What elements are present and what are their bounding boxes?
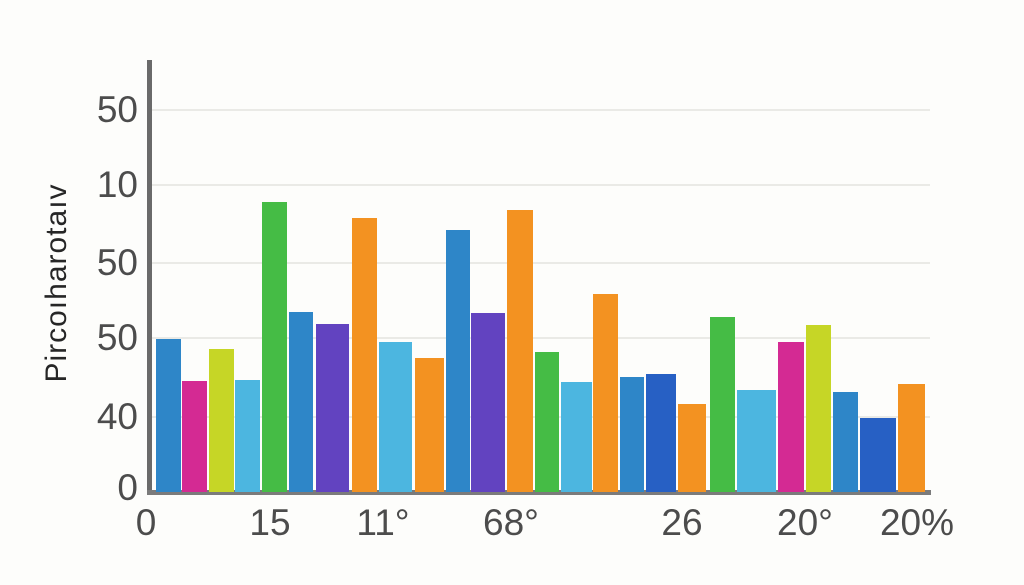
y-tick-label: 50 <box>96 89 138 130</box>
bar <box>235 380 260 492</box>
bar <box>415 358 444 492</box>
bar <box>535 352 559 492</box>
bar <box>352 218 377 492</box>
bar <box>898 384 925 492</box>
gridline <box>152 109 930 111</box>
y-tick-label: 40 <box>96 396 138 437</box>
x-tick-label: 15 <box>249 502 291 543</box>
gridline <box>152 337 930 339</box>
y-tick-label: 50 <box>96 242 138 283</box>
x-tick-label: 0 <box>135 502 157 543</box>
bar <box>182 381 207 492</box>
bar <box>316 324 349 492</box>
bar <box>262 202 287 492</box>
x-tick-label: 20° <box>777 502 833 543</box>
bar <box>710 317 735 492</box>
bar <box>156 339 181 492</box>
y-tick-label: 10 <box>96 164 138 205</box>
y-axis-line <box>147 60 152 495</box>
bar <box>806 325 831 492</box>
gridline <box>152 184 930 186</box>
x-axis-line <box>147 490 931 495</box>
bar <box>209 349 234 492</box>
bar <box>289 312 313 492</box>
bar <box>778 342 804 492</box>
bar <box>737 390 776 492</box>
bar <box>860 418 896 492</box>
bar <box>620 377 644 492</box>
x-tick-label: 26 <box>661 502 703 543</box>
bar <box>446 230 470 492</box>
x-tick-label: 11° <box>356 502 410 543</box>
x-tick-label: 68° <box>483 502 539 543</box>
bar <box>593 294 618 492</box>
bar <box>833 392 858 492</box>
bar <box>507 210 533 492</box>
gridline <box>152 262 930 264</box>
bar <box>646 374 676 492</box>
y-tick-label: 0 <box>117 467 138 508</box>
bar <box>561 382 592 492</box>
bar <box>678 404 706 492</box>
bar <box>379 342 412 492</box>
bar <box>471 313 505 492</box>
x-tick-label: 20% <box>879 502 955 543</box>
y-tick-label: 50 <box>96 317 138 358</box>
